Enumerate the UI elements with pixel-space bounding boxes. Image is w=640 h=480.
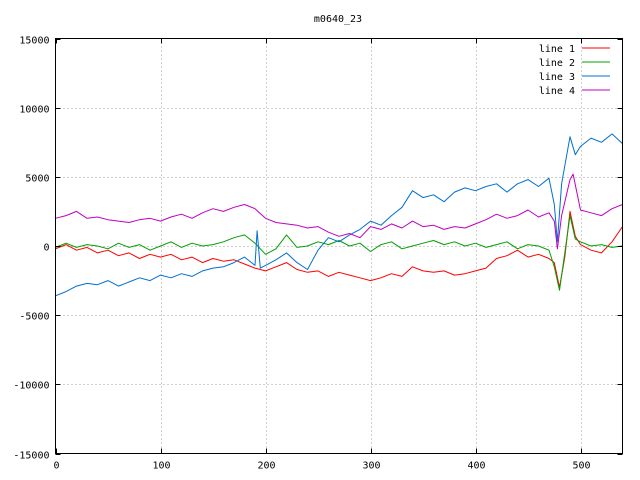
y-tick-label: 15000	[19, 36, 49, 47]
x-tick-label: 500	[572, 461, 590, 472]
x-tick-label: 100	[152, 461, 170, 472]
series-line-4	[55, 173, 623, 250]
chart-title: m0640_23	[314, 14, 362, 25]
series-line-1	[55, 210, 623, 288]
legend-label: line 3	[539, 72, 575, 83]
x-tick-label: 400	[467, 461, 485, 472]
x-tick-label: 200	[257, 461, 275, 472]
series-line-2	[55, 215, 623, 291]
legend-label: line 2	[539, 58, 575, 69]
legend-label: line 4	[539, 86, 575, 97]
y-tick-label: 0	[43, 243, 49, 254]
legend-label: line 1	[539, 44, 575, 55]
y-tick-label: -10000	[13, 381, 49, 392]
series-line-3	[55, 133, 623, 297]
y-tick-label: 10000	[19, 105, 49, 116]
series-lines	[55, 133, 623, 297]
x-tick-label: 300	[362, 461, 380, 472]
axis-ticks: 0 100 200 300 400 500 -15000 -10000 -5000 0 5000 10…	[13, 36, 623, 472]
legend: line 1 line 2 line 3 line 4	[539, 44, 610, 97]
x-tick-label: 0	[53, 461, 59, 472]
y-tick-label: -15000	[13, 451, 49, 462]
grid-lines	[55, 38, 623, 454]
y-tick-label: -5000	[19, 312, 49, 323]
y-tick-label: 5000	[25, 174, 49, 185]
